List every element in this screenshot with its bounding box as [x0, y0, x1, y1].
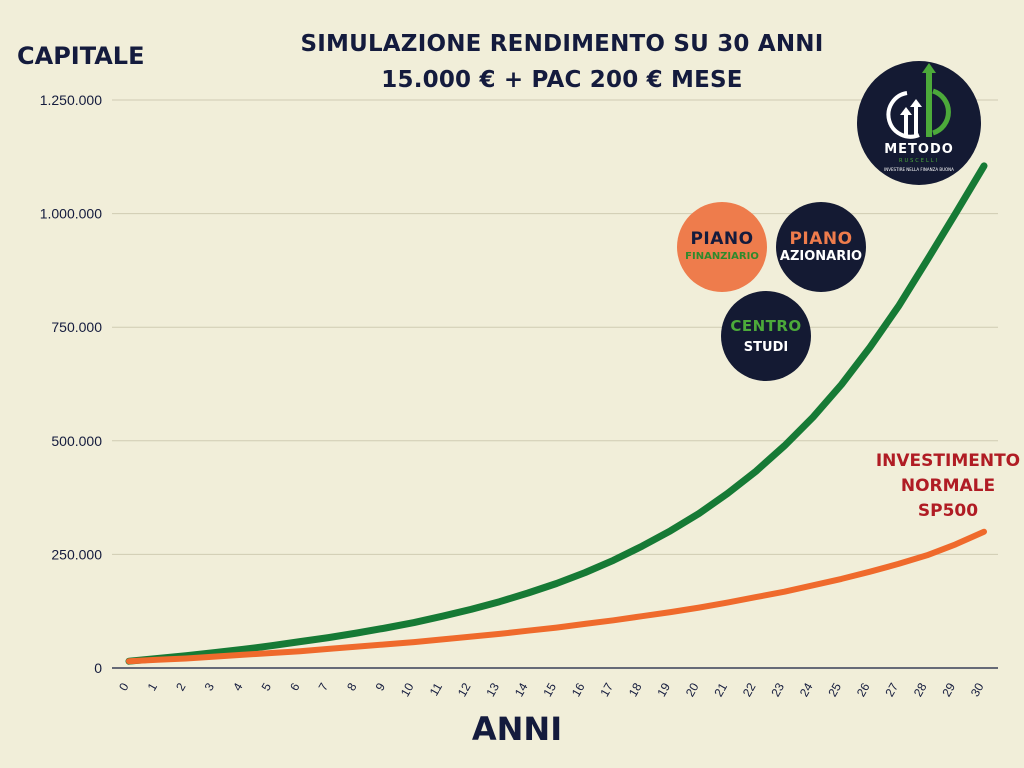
grid-lines: [112, 99, 998, 669]
series-lines: [125, 162, 988, 665]
y-tick-label: 0: [94, 660, 102, 676]
piano-finanziario-badge-subtitle: FINANZIARIO: [685, 251, 759, 262]
x-tick-label: 22: [740, 680, 759, 699]
logo-subname: RUSCELLI: [898, 158, 939, 164]
piano-azionario-badge-title: PIANO: [789, 229, 853, 249]
x-tick-label: 21: [711, 680, 730, 699]
chart-title: SIMULAZIONE RENDIMENTO SU 30 ANNI: [300, 31, 824, 57]
series-line-sp500: [126, 528, 987, 665]
x-tick-label: 11: [427, 680, 446, 698]
centro-studi-badge-title: CENTRO: [730, 317, 802, 335]
y-tick-label: 1.000.000: [40, 206, 102, 222]
x-tick-label: 1: [145, 680, 161, 693]
x-tick-label: 18: [626, 680, 645, 699]
centro-studi-badge[interactable]: CENTRO STUDI: [721, 291, 811, 381]
x-tick-label: 24: [797, 680, 816, 699]
x-tick-label: 0: [116, 680, 132, 693]
x-tick-label: 13: [483, 680, 502, 699]
series-line-metodo: [125, 162, 988, 665]
annotation-line-2: NORMALE: [900, 476, 996, 496]
piano-finanziario-badge-title: PIANO: [690, 229, 754, 249]
logo-name: METODO: [884, 142, 954, 157]
x-tick-label: 27: [882, 680, 901, 699]
y-tick-label: 750.000: [51, 319, 102, 335]
x-tick-label: 29: [939, 680, 958, 699]
centro-studi-badge-subtitle: STUDI: [743, 340, 789, 355]
x-tick-label: 9: [373, 680, 389, 693]
chart-subtitle: 15.000 € + PAC 200 € MESE: [381, 67, 743, 93]
x-tick-label: 3: [202, 680, 218, 693]
x-tick-label: 20: [683, 680, 702, 699]
y-axis-label: CAPITALE: [17, 42, 145, 70]
chart-title-block: SIMULAZIONE RENDIMENTO SU 30 ANNI 15.000…: [262, 26, 862, 98]
x-tick-label: 17: [597, 680, 616, 699]
x-tick-label: 6: [287, 680, 303, 693]
x-tick-label: 4: [230, 680, 246, 693]
x-tick-label: 8: [344, 680, 360, 693]
piano-azionario-badge[interactable]: PIANO AZIONARIO: [776, 202, 866, 292]
x-tick-label: 7: [316, 680, 332, 693]
y-tick-label: 1.250.000: [40, 92, 102, 108]
x-tick-label: 10: [398, 680, 417, 699]
x-tick-labels: 0 1 2 3 4 5 6 7 8 9 10 11 12 13 14 15 16 17 18 19 20 21 22 23 24…: [116, 680, 987, 699]
logo-arrows-icon: [886, 63, 951, 139]
series-annotation: INVESTIMENTO NORMALE SP500: [868, 449, 1024, 524]
x-tick-label: 26: [854, 680, 873, 699]
piano-azionario-badge-subtitle: AZIONARIO: [779, 249, 863, 264]
x-axis-label: ANNI: [471, 710, 563, 748]
logo-tagline: INVESTIRE NELLA FINANZA BUONA: [884, 167, 954, 172]
piano-finanziario-badge[interactable]: PIANO FINANZIARIO: [677, 202, 767, 292]
y-tick-label: 500.000: [51, 433, 102, 449]
annotation-line-1: INVESTIMENTO: [875, 451, 1021, 471]
x-tick-label: 28: [911, 680, 930, 699]
annotation-line-3: SP500: [917, 501, 979, 521]
x-tick-label: 16: [569, 680, 588, 699]
y-tick-label: 250.000: [51, 546, 102, 562]
x-tick-label: 14: [512, 680, 531, 699]
x-tick-label: 25: [825, 680, 844, 699]
x-tick-label: 12: [455, 680, 474, 699]
metodo-ruscelli-logo[interactable]: METODO RUSCELLI INVESTIRE NELLA FINANZA …: [857, 61, 981, 185]
x-tick-label: 2: [173, 680, 189, 693]
x-tick-label: 15: [540, 680, 559, 699]
x-tick-label: 19: [654, 680, 673, 699]
x-tick-label: 5: [259, 680, 275, 693]
x-tick-label: 30: [968, 680, 987, 699]
y-tick-labels: 0 250.000 500.000 750.000 1.000.000 1.250.000: [40, 92, 103, 676]
x-tick-label: 23: [768, 680, 787, 699]
